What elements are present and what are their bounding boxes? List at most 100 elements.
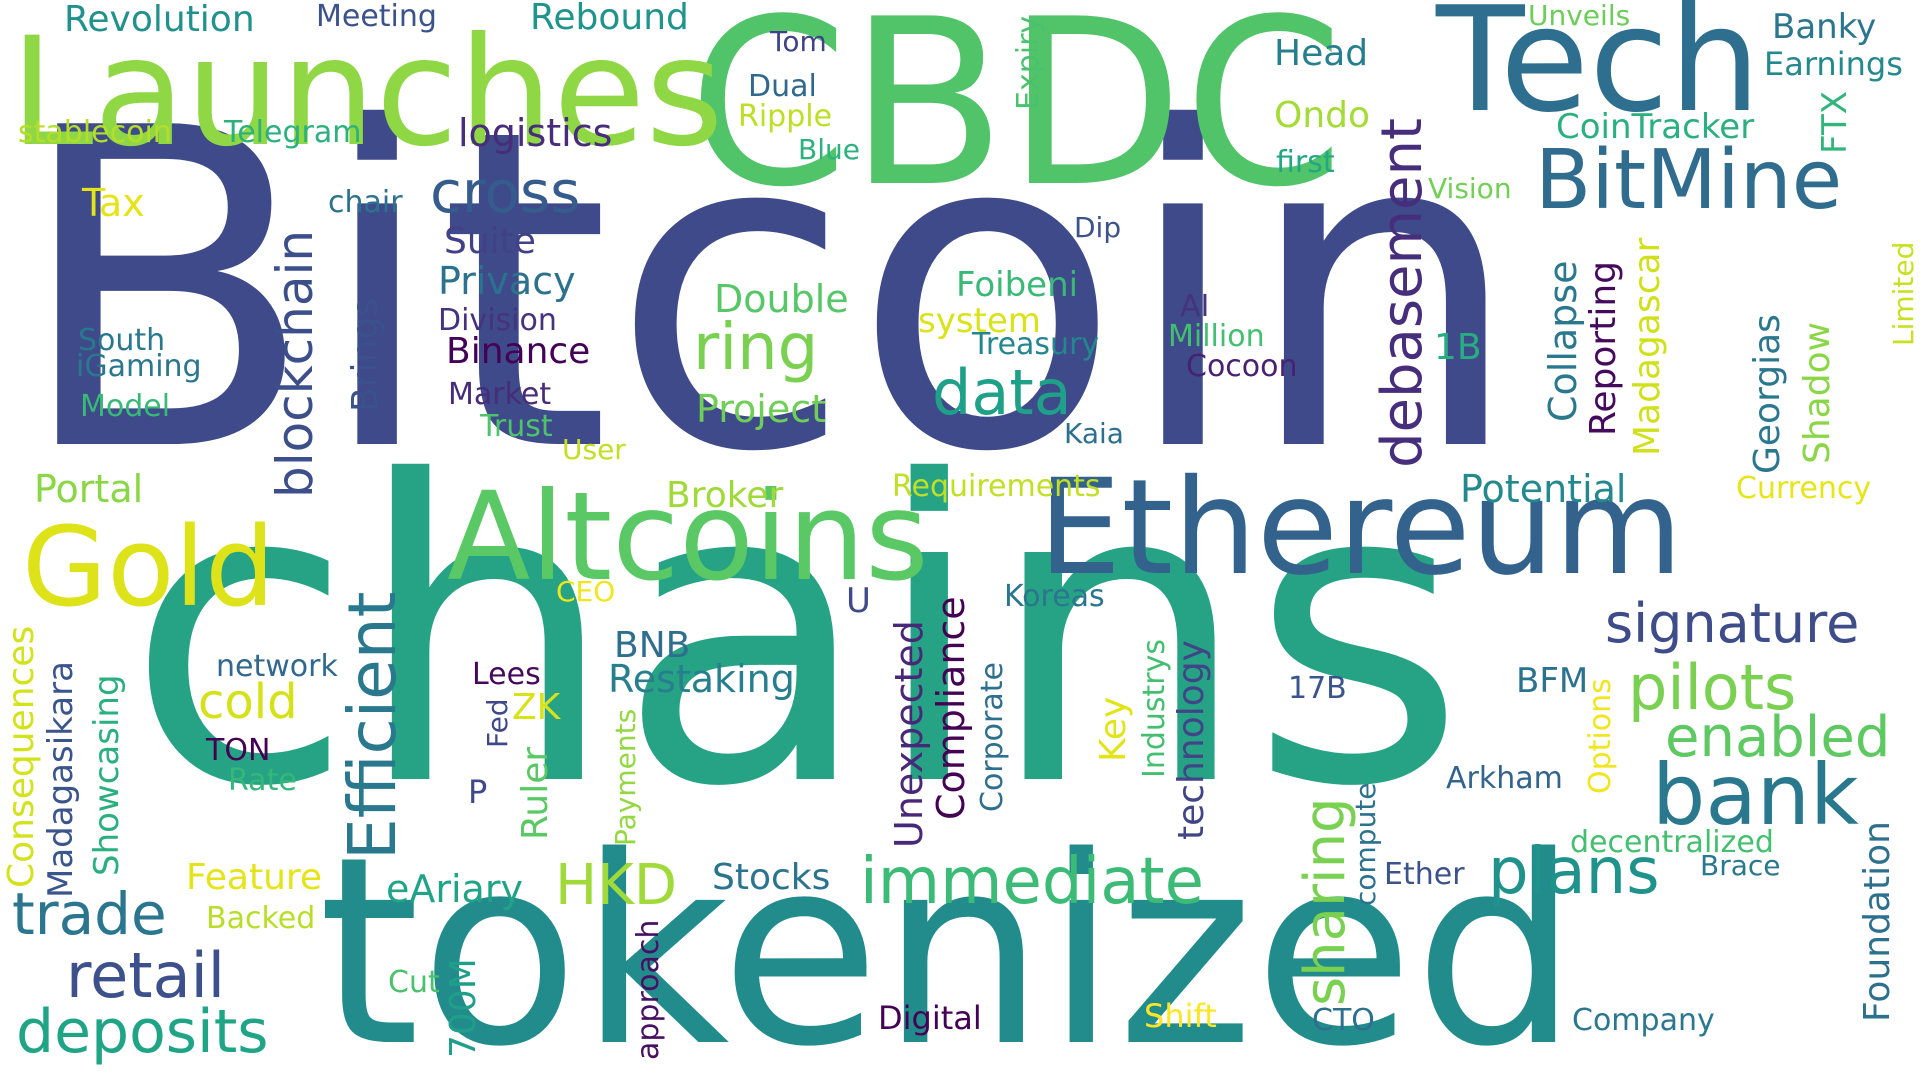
word-requirements: Requirements [892,469,1101,504]
word-gold: Gold [22,503,275,631]
word-launches: Launches [10,6,724,180]
word-revolution: Revolution [64,0,255,40]
word-division: Division [438,303,557,338]
word-plans: plans [1488,835,1660,909]
word-blue: Blue [798,133,860,166]
word-banky: Banky [1772,7,1877,47]
word-limited: Limited [1887,241,1920,346]
word-company: Company [1572,1003,1715,1038]
word-igaming: iGaming [76,349,202,384]
word-immediate: immediate [860,845,1204,919]
word-pilots: pilots [1628,651,1797,724]
word-bnb: BNB [614,625,691,666]
word-ripple: Ripple [738,99,833,134]
word-rate: Rate [228,763,297,798]
word-meeting: Meeting [316,0,437,34]
word-cto: CTO [1312,1003,1375,1038]
word-u: U [846,581,871,621]
word-cointracker: CoinTracker [1556,107,1755,147]
word-dip: Dip [1074,211,1122,244]
word-ton: TON [206,733,271,768]
word-trade: trade [12,880,167,948]
word-cut: Cut [388,965,440,1000]
word-portal: Portal [34,467,144,511]
word-ruler: Ruler [515,746,556,840]
word-foibeni: Foibeni [956,265,1079,305]
word-million: Million [1168,319,1265,354]
word-corporate: Corporate [975,662,1010,812]
word-currency: Currency [1736,471,1872,506]
word-tom: Tom [770,25,827,58]
word-reporting: Reporting [1583,260,1624,436]
word-technology: technology [1171,640,1212,840]
word-brings: Brings [345,298,386,412]
word-blockchain: blockchain [266,229,324,498]
word-shadow: Shadow [1797,321,1838,464]
word-700m: 700M [443,958,484,1058]
word-payments: Payments [609,708,642,846]
word-unveils: Unveils [1528,0,1631,32]
word-debasement: debasement [1370,118,1435,468]
word-suite: Suite [444,221,536,262]
word-feature: Feature [186,857,323,898]
word-1b: 1B [1434,327,1482,368]
word-industrys: Industrys [1137,638,1172,778]
word-binance: Binance [446,331,591,372]
word-bitmine: BitMine [1535,133,1843,228]
word-signature: signature [1605,592,1860,655]
word-p: P [468,773,488,811]
word-brace: Brace [1700,849,1781,882]
word-earnings: Earnings [1764,45,1903,83]
word-lees: Lees [472,657,541,692]
word-tokenized: tokenized [318,802,1579,1080]
word-key: Key [1093,696,1134,762]
word-kaia: Kaia [1064,417,1124,450]
word-fed: Fed [481,698,514,748]
word-project: Project [696,387,827,431]
word-stocks: Stocks [712,857,831,898]
word-zk: ZK [512,687,561,728]
word-digital: Digital [878,999,982,1037]
word-cold: cold [198,674,298,730]
word-south: South [78,323,166,358]
word-koreas: Koreas [1004,579,1105,614]
word-bfm: BFM [1516,661,1589,701]
word-treasury: Treasury [972,327,1100,362]
word-collapse: Collapse [1541,260,1585,422]
word-showcasing: Showcasing [87,674,127,876]
word-backed: Backed [206,901,316,936]
word-retail: retail [66,939,226,1012]
word-logistics: logistics [458,111,613,155]
word-hkd: HKD [555,853,677,918]
word-compliance: Compliance [929,596,973,820]
word-restaking: Restaking [608,657,795,701]
word-dual: Dual [748,69,817,104]
word-17b: 17B [1288,671,1347,706]
word-deposits: deposits [16,997,269,1067]
word-chair: chair [328,185,403,220]
word-system: system [918,301,1041,341]
word-ai: AI [1180,289,1210,324]
word-madagascar: Madagascar [1627,237,1668,456]
word-bank: bank [1652,746,1859,844]
word-unexpected: Unexpected [887,620,931,848]
word-cbdc: CBDC [688,0,1345,238]
word-efficient: Efficient [334,591,411,860]
word-ceo: CEO [556,575,616,608]
word-cocoon: Cocoon [1186,349,1298,384]
word-eariary: eAriary [386,867,523,911]
word-privacy: Privacy [438,259,576,303]
word-model: Model [80,389,171,424]
word-telegram: Telegram [224,115,362,150]
word-network: network [216,649,338,684]
word-double: Double [714,277,849,321]
word-compute: compute [1349,782,1382,906]
word-options: Options [1583,678,1618,794]
word-foundation: Foundation [1857,821,1898,1022]
word-first: first [1276,145,1335,180]
word-decentralized: decentralized [1570,825,1774,860]
word-expiry: Expiry [1011,15,1046,110]
word-trust: Trust [480,409,553,444]
word-sharing: sharing [1293,797,1358,1006]
